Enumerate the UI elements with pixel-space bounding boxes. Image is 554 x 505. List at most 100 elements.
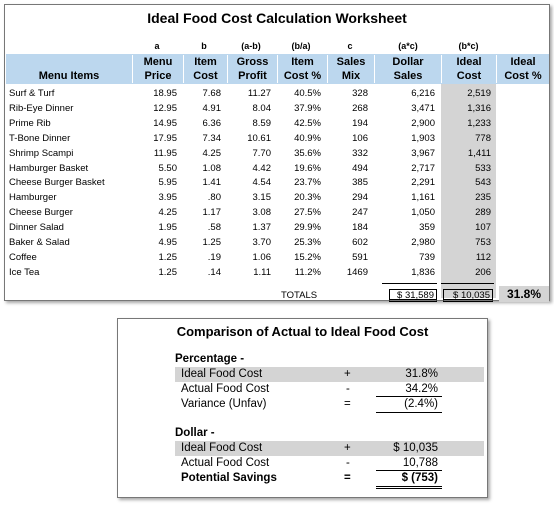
cell-price: 3.95	[158, 192, 178, 204]
cell-pct: 42.5%	[294, 117, 321, 129]
table-row: Hamburger 3.95 .80 3.15 20.3% 294 1,161 235	[5, 191, 549, 206]
header-ideal-cost: Ideal Cost	[441, 55, 496, 83]
table-row: Dinner Salad 1.95 .58 1.37 29.9% 184 359 107	[5, 221, 549, 236]
cell-item: Baker & Salad	[9, 237, 70, 248]
cell-cost: 1.17	[202, 207, 222, 219]
cell-ideal: 753	[475, 237, 491, 248]
cell-cost: 1.41	[202, 177, 222, 189]
cell-mix: 268	[352, 102, 368, 114]
cell-sales: 1,050	[411, 207, 435, 219]
dollar-heading: Dollar -	[175, 427, 215, 439]
cell-item: Shrimp Scampi	[9, 147, 74, 159]
cell-mix: 328	[352, 88, 368, 99]
cell-pct: 20.3%	[294, 192, 321, 204]
ideal-sum-line	[441, 283, 494, 284]
cell-cost: 7.34	[202, 132, 222, 144]
cell-ideal: 1,316	[467, 102, 491, 114]
cell-ideal: 2,519	[467, 88, 491, 99]
sales-sum-line	[382, 283, 437, 284]
percentage-rule	[376, 396, 442, 397]
formula-letter: (a*c)	[398, 41, 418, 51]
total-ideal-cost: $ 10,035	[443, 289, 493, 302]
table-row: Baker & Salad 4.95 1.25 3.70 25.3% 602 2,980 75…	[5, 236, 549, 251]
cell-profit: 1.11	[253, 266, 271, 278]
cell-profit: 4.42	[252, 162, 272, 174]
header-item-cost-pct: Item Cost %	[277, 55, 327, 83]
cell-mix: 247	[352, 207, 368, 219]
cell-item: Prime Rib	[9, 117, 51, 129]
percentage-ideal-shade	[175, 367, 484, 382]
total-dollar-sales: $ 31,589	[389, 289, 437, 302]
cell-mix: 332	[352, 147, 368, 159]
cell-item: Cheese Burger	[9, 207, 73, 219]
formula-letters-row: a b (a-b) (b/a) c (a*c) (b*c)	[5, 41, 549, 53]
comparison-title: Comparison of Actual to Ideal Food Cost	[176, 324, 429, 339]
cell-item: Rib-Eye Dinner	[9, 102, 74, 114]
cell-pct: 37.9%	[294, 102, 321, 114]
table-row: Coffee 1.25 .19 1.06 15.2% 591 739 112	[5, 251, 549, 266]
comparison-panel: Comparison of Actual to Ideal Food Cost …	[117, 318, 488, 498]
ideal-cost-column-shade	[441, 84, 496, 298]
worksheet-title: Ideal Food Cost Calculation Worksheet	[147, 10, 407, 26]
cell-price: 5.50	[158, 162, 178, 174]
cell-item: Cheese Burger Basket	[9, 177, 105, 189]
cell-pct: 19.6%	[294, 162, 321, 174]
cell-cost: 7.68	[202, 88, 222, 99]
cell-item: Ice Tea	[9, 266, 40, 278]
cell-sales: 359	[419, 222, 435, 234]
cell-price: 17.95	[153, 132, 177, 144]
cell-item: Surf & Turf	[9, 88, 55, 99]
cell-item: Hamburger	[9, 192, 57, 204]
totals-label: TOTALS	[281, 290, 318, 301]
cell-mix: 494	[352, 162, 368, 174]
header-menu-items: Menu Items	[38, 70, 100, 82]
cell-cost: .14	[207, 266, 221, 278]
cell-sales: 2,980	[411, 237, 435, 248]
cell-cost: .19	[207, 251, 221, 263]
header-sales-mix: Sales Mix	[327, 55, 374, 83]
cell-price: 1.25	[158, 251, 178, 263]
cell-price: 14.95	[153, 117, 177, 129]
percentage-heading: Percentage -	[175, 353, 245, 365]
cell-price: 4.95	[158, 237, 178, 248]
table-row: Shrimp Scampi 11.95 4.25 7.70 35.6% 332 3,967 1…	[5, 147, 549, 162]
dollar-ideal-row: Ideal Food Cost + $ 10,035	[181, 442, 438, 454]
cell-mix: 294	[352, 192, 368, 204]
cell-mix: 602	[352, 237, 368, 248]
cell-cost: .58	[207, 222, 221, 234]
cell-item: Coffee	[9, 251, 37, 263]
cell-price: 4.25	[158, 207, 178, 219]
cell-mix: 184	[352, 222, 368, 234]
cell-item: Dinner Salad	[9, 222, 64, 234]
cell-cost: 1.08	[202, 162, 222, 174]
formula-letter: a	[154, 41, 160, 51]
cell-pct: 29.9%	[294, 222, 321, 234]
savings-double-underline	[376, 486, 442, 489]
cell-sales: 1,161	[411, 192, 435, 204]
cell-item: Hamburger Basket	[9, 162, 89, 174]
cell-mix: 194	[352, 117, 368, 129]
cell-pct: 11.2%	[294, 266, 321, 278]
formula-letter: (b/a)	[291, 41, 311, 51]
cell-profit: 8.59	[252, 117, 272, 129]
table-row: Hamburger Basket 5.50 1.08 4.42 19.6% 494 2,71…	[5, 162, 549, 177]
cell-sales: 1,903	[411, 132, 435, 144]
cell-ideal: 235	[475, 192, 491, 204]
table-row: Surf & Turf 18.95 7.68 11.27 40.5% 328 6,216 2,…	[5, 87, 549, 102]
total-ideal-cost-pct: 31.8%	[499, 286, 549, 302]
cell-ideal: 206	[475, 266, 491, 278]
cell-cost: 6.36	[202, 117, 222, 129]
cell-pct: 40.9%	[294, 132, 321, 144]
formula-letter: (a-b)	[241, 41, 261, 51]
cell-sales: 1,836	[411, 266, 435, 278]
cell-pct: 27.5%	[294, 207, 321, 219]
cell-ideal: 1,233	[467, 117, 491, 129]
cell-pct: 35.6%	[294, 147, 321, 159]
cell-ideal: 107	[475, 222, 491, 234]
dollar-actual-row: Actual Food Cost - 10,788	[181, 457, 438, 469]
table-row: Cheese Burger 4.25 1.17 3.08 27.5% 247 1,050 28…	[5, 206, 549, 221]
cell-profit: 1.06	[252, 251, 272, 263]
cell-mix: 591	[352, 251, 368, 263]
cell-sales: 739	[419, 251, 435, 263]
cell-ideal: 1,411	[467, 147, 491, 159]
